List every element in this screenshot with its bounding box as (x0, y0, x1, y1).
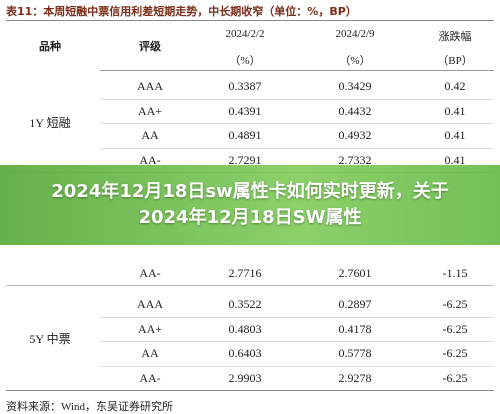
cell: 0.2897 (338, 297, 372, 311)
header-cell: 2024/2/9 (335, 28, 375, 40)
cell: 0.41 (444, 103, 466, 118)
cell: 0.41 (444, 152, 466, 167)
group-name: 1Y 短融 (29, 116, 71, 130)
cell: 2.9903 (228, 370, 262, 385)
group-rule (6, 285, 494, 286)
cell: -6.25 (442, 370, 468, 385)
row-rule (100, 123, 494, 124)
cell: AA+ (137, 321, 163, 336)
unit-cell: （BP） (437, 55, 473, 67)
cell: AAA (137, 79, 163, 93)
header-cell: 评级 (139, 40, 161, 53)
cell: 0.41 (444, 128, 466, 142)
cell: -6.25 (442, 346, 468, 360)
unit-cell: （%） (229, 55, 261, 67)
cell: 0.42 (444, 79, 466, 93)
cell: AAA (137, 297, 163, 311)
cell: 0.4432 (338, 103, 372, 118)
banner: 2024年12月18日sw属性卡如何实时更新，关于2024年12月18日SW属性 (0, 165, 500, 245)
cell: AA (141, 346, 159, 360)
cell: 2.7716 (228, 265, 262, 280)
banner-text: 2024年12月18日sw属性卡如何实时更新，关于2024年12月18日SW属性 (51, 181, 449, 228)
row-rule (100, 147, 494, 149)
source: 资料来源：Wind，东吴证券研究所 (6, 401, 173, 413)
cell: -6.25 (442, 321, 468, 336)
table-title: 表11：本周短融中票信用利差短期走势，中长期收窄（单位：%，BP） (6, 5, 357, 18)
row-rule (100, 316, 494, 318)
cell: AA- (139, 265, 161, 280)
cell: 0.4932 (338, 128, 372, 142)
cell: 0.4891 (228, 128, 262, 142)
cell: -1.15 (442, 265, 468, 280)
cell: 0.4178 (338, 321, 372, 336)
cell: 0.3522 (228, 297, 262, 311)
group-name: 5Y 中票 (29, 331, 71, 346)
group-rule (6, 390, 494, 391)
row-rule (100, 98, 494, 100)
cell: AA- (139, 152, 161, 167)
cell: 2.7291 (228, 152, 262, 167)
unit-cell: （%） (339, 55, 371, 67)
cell: 0.6403 (228, 346, 262, 360)
cell: 2.7601 (338, 265, 372, 280)
row-rule (100, 341, 494, 342)
cell: AA+ (137, 103, 163, 118)
cell: 2.9278 (338, 370, 372, 385)
cell: AA- (139, 370, 161, 385)
cell: AA (141, 128, 159, 142)
cell: 2.7332 (338, 152, 372, 167)
row-rule (100, 365, 494, 367)
cell: 0.4803 (228, 321, 262, 336)
header-cell: 涨跌幅 (438, 31, 472, 43)
rule (100, 70, 494, 71)
cell: 0.3429 (338, 79, 372, 93)
cell: 0.3387 (228, 79, 262, 93)
header-cell: 2024/2/2 (225, 28, 265, 40)
rule (6, 20, 494, 21)
header-cell: 品种 (39, 40, 61, 53)
cell: -6.25 (442, 297, 468, 311)
cell: 0.5778 (338, 346, 372, 360)
cell: 0.4391 (228, 103, 262, 118)
